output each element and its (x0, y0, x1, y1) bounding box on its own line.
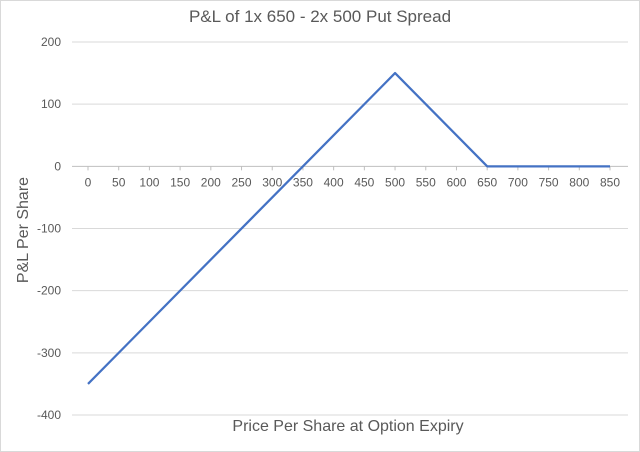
series-lines (87, 71, 610, 385)
x-tick-label: 400 (324, 175, 344, 189)
x-tick-label: 650 (477, 175, 497, 189)
x-tick-label: 600 (446, 175, 466, 189)
x-tick-label: 750 (539, 175, 559, 189)
y-tick-label: 100 (41, 97, 61, 111)
gridlines (72, 41, 628, 416)
y-axis-ticks: 200 100 0 -100 -200 -300 -400 (37, 35, 61, 422)
x-tick-label: 450 (354, 175, 374, 189)
x-axis-ticks: 0 50 100 150 200 250 300 350 400 450 500 550 600 650 7… (85, 175, 621, 189)
x-tick-label: 0 (85, 175, 92, 189)
y-tick-label: -200 (37, 284, 61, 298)
y-tick-label: -400 (37, 408, 61, 422)
x-tick-label: 700 (508, 175, 528, 189)
x-tick-label: 350 (293, 175, 313, 189)
y-tick-label: 0 (54, 159, 61, 173)
x-tick-label: 200 (201, 175, 221, 189)
y-tick-label: -300 (37, 346, 61, 360)
x-tick-label: 100 (139, 175, 159, 189)
x-tick-label: 150 (170, 175, 190, 189)
x-tick-label: 50 (112, 175, 126, 189)
y-tick-label: -100 (37, 222, 61, 236)
x-tick-label: 800 (569, 175, 589, 189)
x-tick-label: 500 (385, 175, 405, 189)
x-axis-label: Price Per Share at Option Expiry (232, 418, 464, 435)
y-axis-label: P&L Per Share (15, 176, 32, 284)
x-tick-label: 850 (600, 175, 620, 189)
series-line (87, 71, 610, 385)
x-tick-label: 250 (232, 175, 252, 189)
x-tick-label: 550 (416, 175, 436, 189)
y-tick-label: 200 (41, 35, 61, 49)
x-tick-label: 300 (262, 175, 282, 189)
chart-title: P&L of 1x 650 - 2x 500 Put Spread (188, 7, 452, 26)
